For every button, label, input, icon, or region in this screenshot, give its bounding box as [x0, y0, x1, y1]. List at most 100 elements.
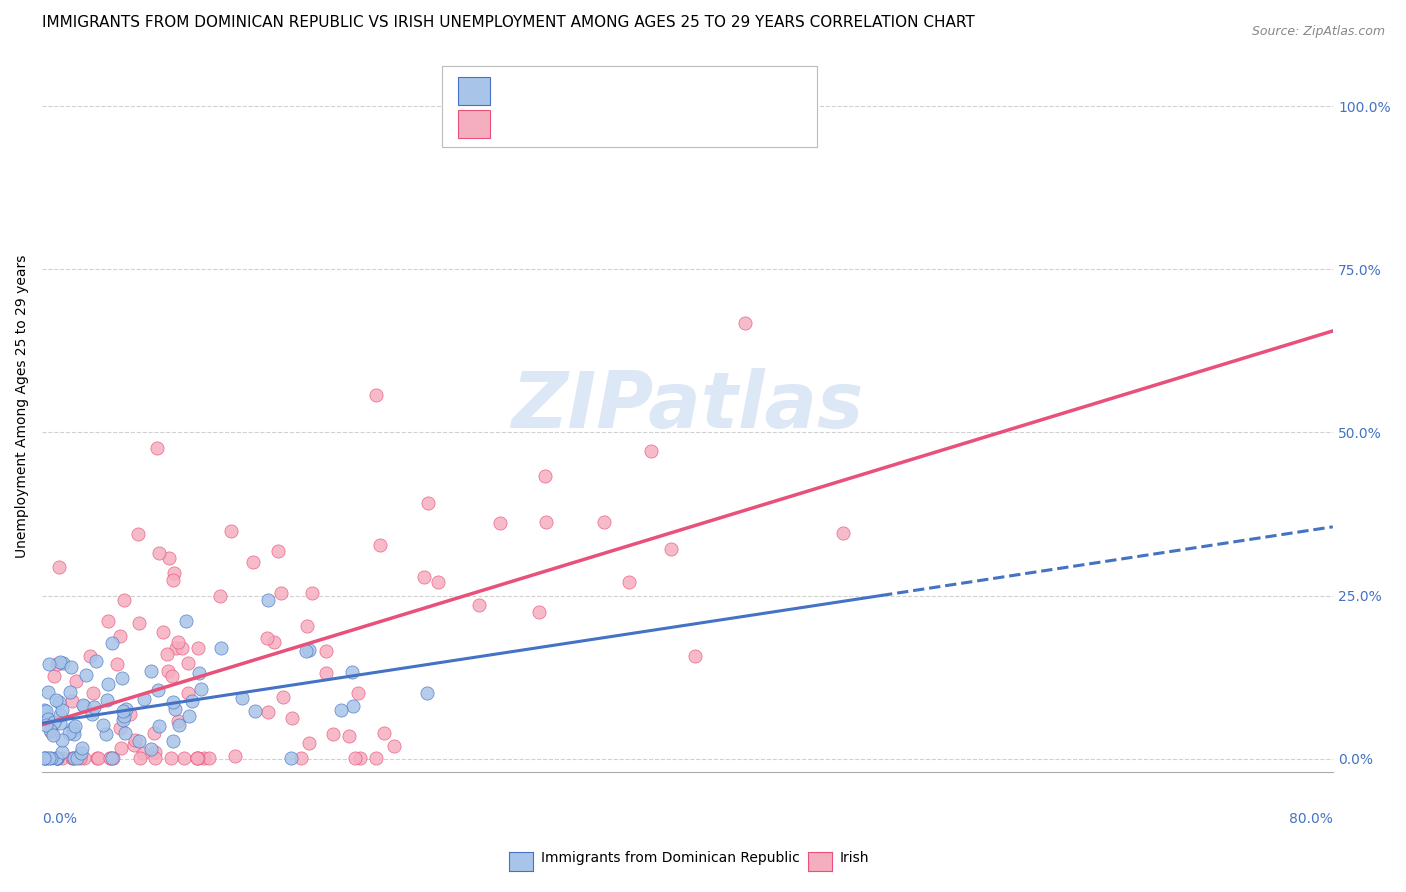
- Point: [112, 708, 135, 723]
- Point: [37, 713, 59, 727]
- Point: [60, 751, 83, 765]
- Point: [330, 703, 353, 717]
- Point: [51, 745, 73, 759]
- Point: [79, 649, 101, 664]
- Point: [177, 709, 200, 723]
- Text: IMMIGRANTS FROM DOMINICAN REPUBLIC VS IRISH UNEMPLOYMENT AMONG AGES 25 TO 29 YEA: IMMIGRANTS FROM DOMINICAN REPUBLIC VS IR…: [42, 15, 974, 30]
- Point: [114, 725, 136, 739]
- Point: [187, 751, 209, 765]
- Point: [315, 666, 337, 681]
- Point: [536, 516, 558, 530]
- Point: [143, 745, 166, 759]
- Point: [45, 693, 67, 707]
- Point: [163, 566, 186, 580]
- Point: [141, 664, 163, 678]
- Point: [295, 644, 318, 658]
- Point: [176, 656, 198, 670]
- Point: [290, 751, 312, 765]
- Point: [38, 751, 60, 765]
- Point: [86, 751, 108, 765]
- FancyBboxPatch shape: [443, 67, 817, 147]
- Point: [120, 706, 142, 721]
- Point: [640, 444, 662, 458]
- Point: [38, 657, 60, 672]
- Point: [82, 686, 104, 700]
- Point: [98, 751, 121, 765]
- Point: [831, 526, 853, 541]
- Point: [62, 721, 84, 735]
- Point: [75, 667, 97, 681]
- Point: [416, 686, 439, 700]
- Text: N =: N =: [628, 82, 675, 100]
- Point: [46, 657, 69, 672]
- Point: [281, 711, 304, 725]
- Point: [242, 555, 264, 569]
- Point: [256, 631, 278, 645]
- Point: [527, 605, 550, 619]
- Point: [162, 695, 184, 709]
- Point: [298, 736, 321, 750]
- Point: [122, 738, 145, 752]
- Point: [105, 657, 128, 671]
- Point: [301, 585, 323, 599]
- Point: [224, 748, 246, 763]
- Point: [190, 681, 212, 696]
- Point: [42, 715, 65, 730]
- Point: [489, 516, 512, 531]
- Point: [263, 635, 285, 649]
- Text: 0.0%: 0.0%: [42, 812, 77, 826]
- Point: [37, 751, 59, 765]
- Point: [97, 614, 120, 628]
- Point: [37, 685, 59, 699]
- Point: [100, 751, 122, 765]
- Point: [683, 648, 706, 663]
- Text: N =: N =: [628, 115, 675, 133]
- Text: Irish: Irish: [839, 851, 869, 865]
- Point: [160, 751, 183, 765]
- Point: [231, 690, 253, 705]
- Point: [32, 751, 55, 765]
- Point: [73, 751, 96, 765]
- Point: [84, 653, 107, 667]
- Point: [162, 574, 184, 588]
- Point: [256, 705, 278, 719]
- Point: [267, 543, 290, 558]
- Point: [340, 665, 363, 679]
- Point: [65, 718, 87, 732]
- Point: [127, 527, 149, 541]
- Point: [366, 388, 388, 402]
- Text: Source: ZipAtlas.com: Source: ZipAtlas.com: [1251, 25, 1385, 38]
- Point: [46, 751, 69, 765]
- Point: [108, 628, 131, 642]
- Point: [148, 546, 170, 560]
- Point: [142, 726, 165, 740]
- Point: [219, 524, 242, 538]
- Point: [44, 751, 66, 765]
- Point: [96, 692, 118, 706]
- Point: [157, 664, 180, 678]
- Point: [322, 727, 344, 741]
- Point: [48, 695, 70, 709]
- Point: [163, 702, 186, 716]
- Point: [162, 734, 184, 748]
- Point: [82, 706, 104, 721]
- Point: [152, 625, 174, 640]
- Point: [347, 686, 370, 700]
- Point: [373, 725, 395, 739]
- Point: [659, 541, 682, 556]
- Point: [60, 694, 83, 708]
- Point: [177, 686, 200, 700]
- Text: 0.595: 0.595: [557, 115, 605, 133]
- Point: [59, 684, 82, 698]
- Point: [426, 574, 449, 589]
- Point: [734, 316, 756, 330]
- Point: [112, 704, 135, 718]
- Point: [534, 469, 557, 483]
- Point: [295, 619, 318, 633]
- Point: [181, 694, 204, 708]
- Point: [368, 538, 391, 552]
- Point: [35, 704, 58, 718]
- Point: [298, 643, 321, 657]
- Point: [39, 751, 62, 765]
- Point: [91, 717, 114, 731]
